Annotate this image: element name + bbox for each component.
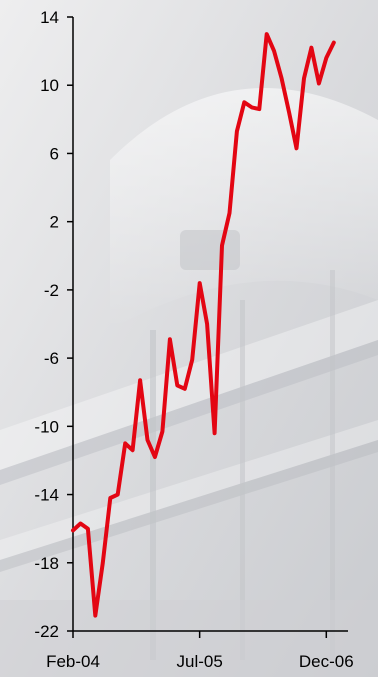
y-tick-label: -22 (34, 622, 59, 641)
x-axis: Feb-04 Jul-05 Dec-06 (46, 630, 354, 671)
y-tick-label: 10 (40, 76, 59, 95)
y-tick-label: 2 (50, 213, 59, 232)
y-axis: 14 10 6 2 -2 -6 -10 -14 -18 -22 (34, 8, 74, 641)
y-tick-label: -6 (44, 349, 59, 368)
y-tick-label: -2 (44, 281, 59, 300)
y-tick-label: -18 (34, 554, 59, 573)
y-tick-label: -10 (34, 417, 59, 436)
series-group (71, 32, 336, 618)
y-tick-label: 6 (50, 144, 59, 163)
x-tick-label: Feb-04 (46, 652, 100, 671)
series-line (71, 32, 336, 618)
x-tick-label: Dec-06 (299, 652, 354, 671)
y-tick-label: -14 (34, 486, 59, 505)
x-tick-label: Jul-05 (176, 652, 222, 671)
y-tick-label: 14 (40, 8, 59, 27)
